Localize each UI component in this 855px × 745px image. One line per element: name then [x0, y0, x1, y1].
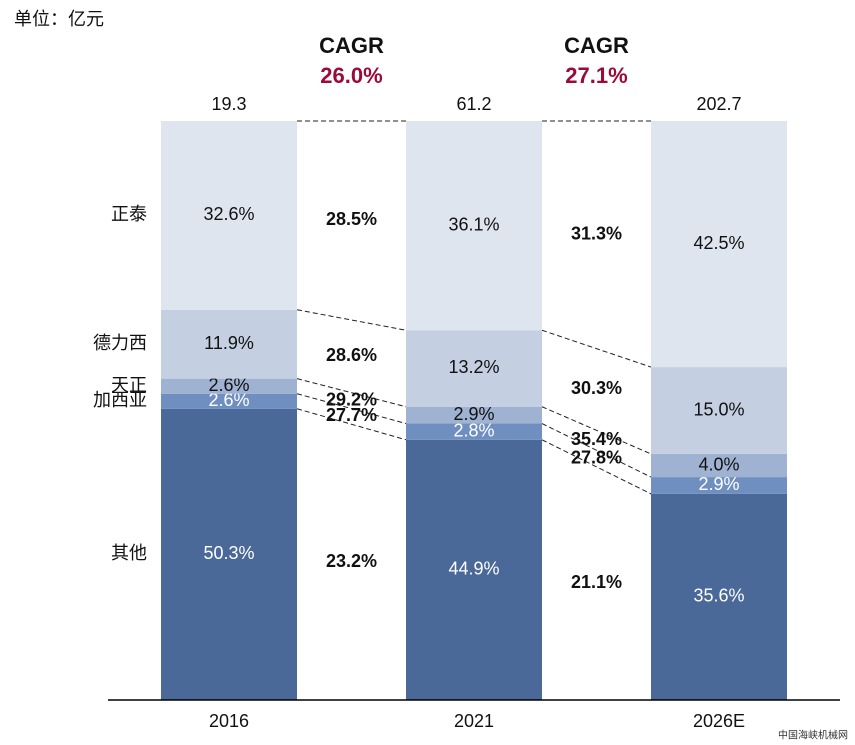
connector — [541, 439, 652, 495]
connector — [541, 406, 652, 455]
bar-segment — [161, 393, 297, 409]
cagr-label: 27.8% — [571, 447, 622, 467]
value-label: 42.5% — [693, 233, 744, 253]
cagr-total: 27.1% — [565, 63, 627, 88]
bar-segment — [406, 439, 542, 700]
x-tick-label: 2026E — [693, 711, 745, 731]
cagr-label: 29.2% — [326, 389, 377, 409]
bar-segment — [406, 330, 542, 407]
cagr-label: 35.4% — [571, 429, 622, 449]
series-label: 天正 — [111, 375, 147, 395]
x-tick-label: 2021 — [454, 711, 494, 731]
cagr-label: 27.7% — [326, 405, 377, 425]
value-label: 13.2% — [448, 357, 499, 377]
x-tick-label: 2016 — [209, 711, 249, 731]
value-label: 2.8% — [453, 420, 494, 440]
bar-segment — [651, 453, 787, 478]
bar-segment — [406, 406, 542, 424]
value-label: 4.0% — [698, 454, 739, 474]
value-label: 2.9% — [453, 404, 494, 424]
cagr-title: CAGR — [319, 33, 384, 58]
cagr-title: CAGR — [564, 33, 629, 58]
total-label: 202.7 — [696, 94, 741, 114]
connector — [541, 423, 652, 478]
cagr-label: 28.5% — [326, 209, 377, 229]
total-label: 61.2 — [456, 94, 491, 114]
connector — [541, 329, 652, 368]
cagr-label: 31.3% — [571, 224, 622, 244]
connector — [296, 393, 407, 425]
bar-segment — [406, 423, 542, 440]
value-label: 11.9% — [204, 333, 254, 353]
bar-segment — [651, 367, 787, 454]
cagr-label: 28.6% — [326, 345, 377, 365]
connector — [296, 408, 407, 441]
value-label: 15.0% — [693, 399, 744, 419]
total-label: 19.3 — [211, 94, 246, 114]
cagr-label: 23.2% — [326, 551, 377, 571]
bar-segment — [651, 493, 787, 700]
cagr-label: 30.3% — [571, 378, 622, 398]
bar-segment — [406, 121, 542, 331]
bar-segment — [161, 408, 297, 700]
series-label: 加西亚 — [93, 390, 147, 410]
bar-segment — [161, 378, 297, 394]
bar-segment — [161, 121, 297, 310]
value-label: 2.6% — [208, 375, 249, 395]
bar-segment — [651, 121, 787, 368]
connector — [296, 378, 407, 408]
cagr-label: 21.1% — [571, 572, 622, 592]
series-label: 其他 — [111, 543, 147, 563]
value-label: 44.9% — [448, 559, 499, 579]
value-label: 2.6% — [208, 390, 249, 410]
value-label: 2.9% — [698, 474, 739, 494]
connector — [296, 309, 407, 331]
cagr-total: 26.0% — [320, 63, 382, 88]
value-label: 50.3% — [203, 543, 254, 563]
source: 中国海峡机械网 — [778, 729, 848, 742]
value-label: 32.6% — [203, 204, 254, 224]
bar-segment — [651, 477, 787, 494]
series-label: 正泰 — [111, 204, 147, 224]
value-label: 36.1% — [448, 214, 499, 234]
value-label: 35.6% — [693, 586, 744, 606]
unit-label: 单位：亿元 — [14, 9, 104, 29]
series-label: 德力西 — [93, 333, 147, 353]
bar-segment — [161, 309, 297, 379]
